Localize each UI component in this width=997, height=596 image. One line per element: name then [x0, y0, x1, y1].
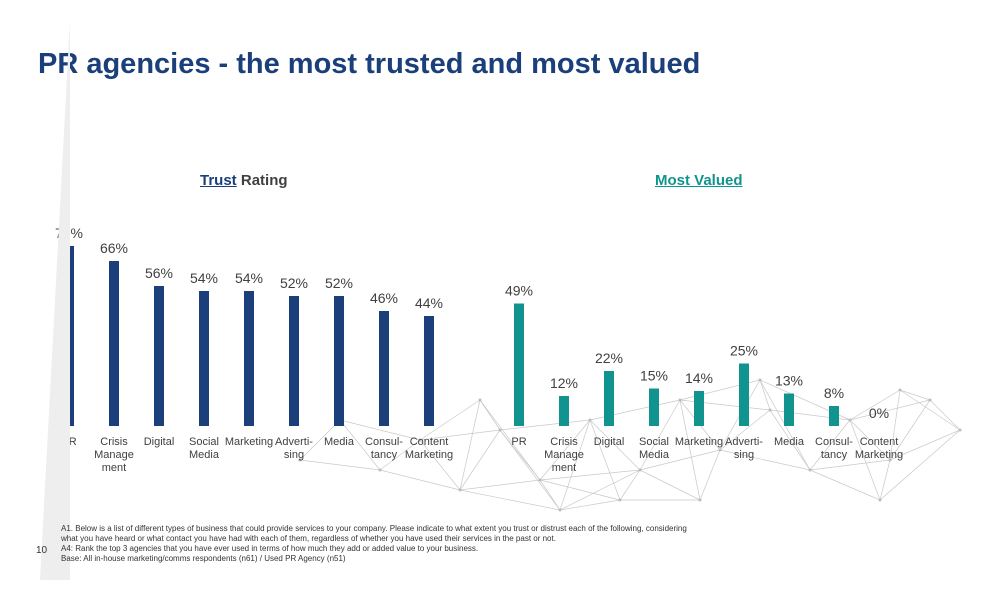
data-label: 52% [280, 275, 308, 291]
tick-label: Marketing [225, 436, 273, 448]
valued-chart-title: Most Valued [655, 172, 743, 189]
data-label: 49% [505, 283, 533, 299]
tick-label: Media [774, 436, 805, 448]
tick-label: Marketing [675, 436, 723, 448]
data-label: 8% [824, 385, 844, 401]
data-label: 46% [370, 290, 398, 306]
bar-trust-5 [289, 296, 299, 426]
bar-valued-7 [829, 406, 839, 426]
tick-label: Consul-tancy [365, 436, 403, 461]
bar-trust-1 [109, 261, 119, 426]
bar-trust-2 [154, 286, 164, 426]
data-label: 25% [730, 343, 758, 359]
tick-label: Crisis Manage ment [544, 436, 584, 474]
data-label: 66% [100, 240, 128, 256]
tick-label: Adverti-sing [725, 436, 763, 461]
tick-label: Adverti-sing [275, 436, 313, 461]
slide-edge-shard-decoration [40, 20, 70, 580]
data-label: 54% [235, 270, 263, 286]
data-label: 52% [325, 275, 353, 291]
bar-valued-1 [559, 396, 569, 426]
valued-title-underlined: Most Valued [655, 172, 743, 189]
tick-label: Social Media [189, 436, 220, 461]
trust-rating-chart: 72%PR66%CrisisManagement56%Digital54%Soc… [55, 225, 453, 474]
data-label: 44% [415, 295, 443, 311]
tick-label: Content Marketing [855, 436, 903, 461]
tick-label: Content Marketing [405, 436, 453, 461]
data-label: 22% [595, 350, 623, 366]
tick-label: Digital [594, 436, 625, 448]
bar-trust-6 [334, 296, 344, 426]
bar-valued-0 [514, 303, 524, 426]
tick-label: Crisis Manage ment [94, 436, 134, 474]
data-label: 56% [145, 265, 173, 281]
network-background-decoration [298, 378, 962, 512]
bar-valued-5 [739, 363, 749, 426]
bar-valued-3 [649, 388, 659, 426]
data-label: 54% [190, 270, 218, 286]
data-label: 12% [550, 375, 578, 391]
tick-label: Digital [144, 436, 175, 448]
tick-label: Consul-tancy [815, 436, 853, 461]
slide-title: PR agencies - the most trusted and most … [38, 48, 701, 80]
footnote-line: what you have heard or what contact you … [61, 534, 556, 543]
bar-valued-4 [694, 391, 704, 426]
bar-trust-8 [424, 316, 434, 426]
trust-chart-title: Trust Rating [200, 172, 288, 189]
tick-label: PR [511, 436, 526, 448]
footnote-line: A1. Below is a list of different types o… [61, 524, 687, 533]
tick-label: Social Media [639, 436, 670, 461]
data-label: 14% [685, 370, 713, 386]
trust-title-underlined: Trust [200, 172, 237, 189]
data-label: 15% [640, 368, 668, 384]
tick-label: Media [324, 436, 355, 448]
trust-title-rest: Rating [236, 172, 288, 189]
footnote-line: A4: Rank the top 3 agencies that you hav… [61, 544, 479, 553]
bar-trust-7 [379, 311, 389, 426]
bar-valued-6 [784, 393, 794, 426]
bar-trust-4 [244, 291, 254, 426]
data-label: 13% [775, 373, 803, 389]
data-label: 0% [869, 405, 889, 421]
footnote: A1. Below is a list of different types o… [61, 524, 821, 564]
bar-trust-3 [199, 291, 209, 426]
bar-valued-2 [604, 371, 614, 426]
most-valued-chart: 49% PR 12% Crisis Manage ment 22% Digital 15% Soc… [505, 283, 903, 475]
footnote-line: Base: All in-house marketing/comms respo… [61, 554, 346, 563]
page-number: 10 [36, 545, 48, 556]
